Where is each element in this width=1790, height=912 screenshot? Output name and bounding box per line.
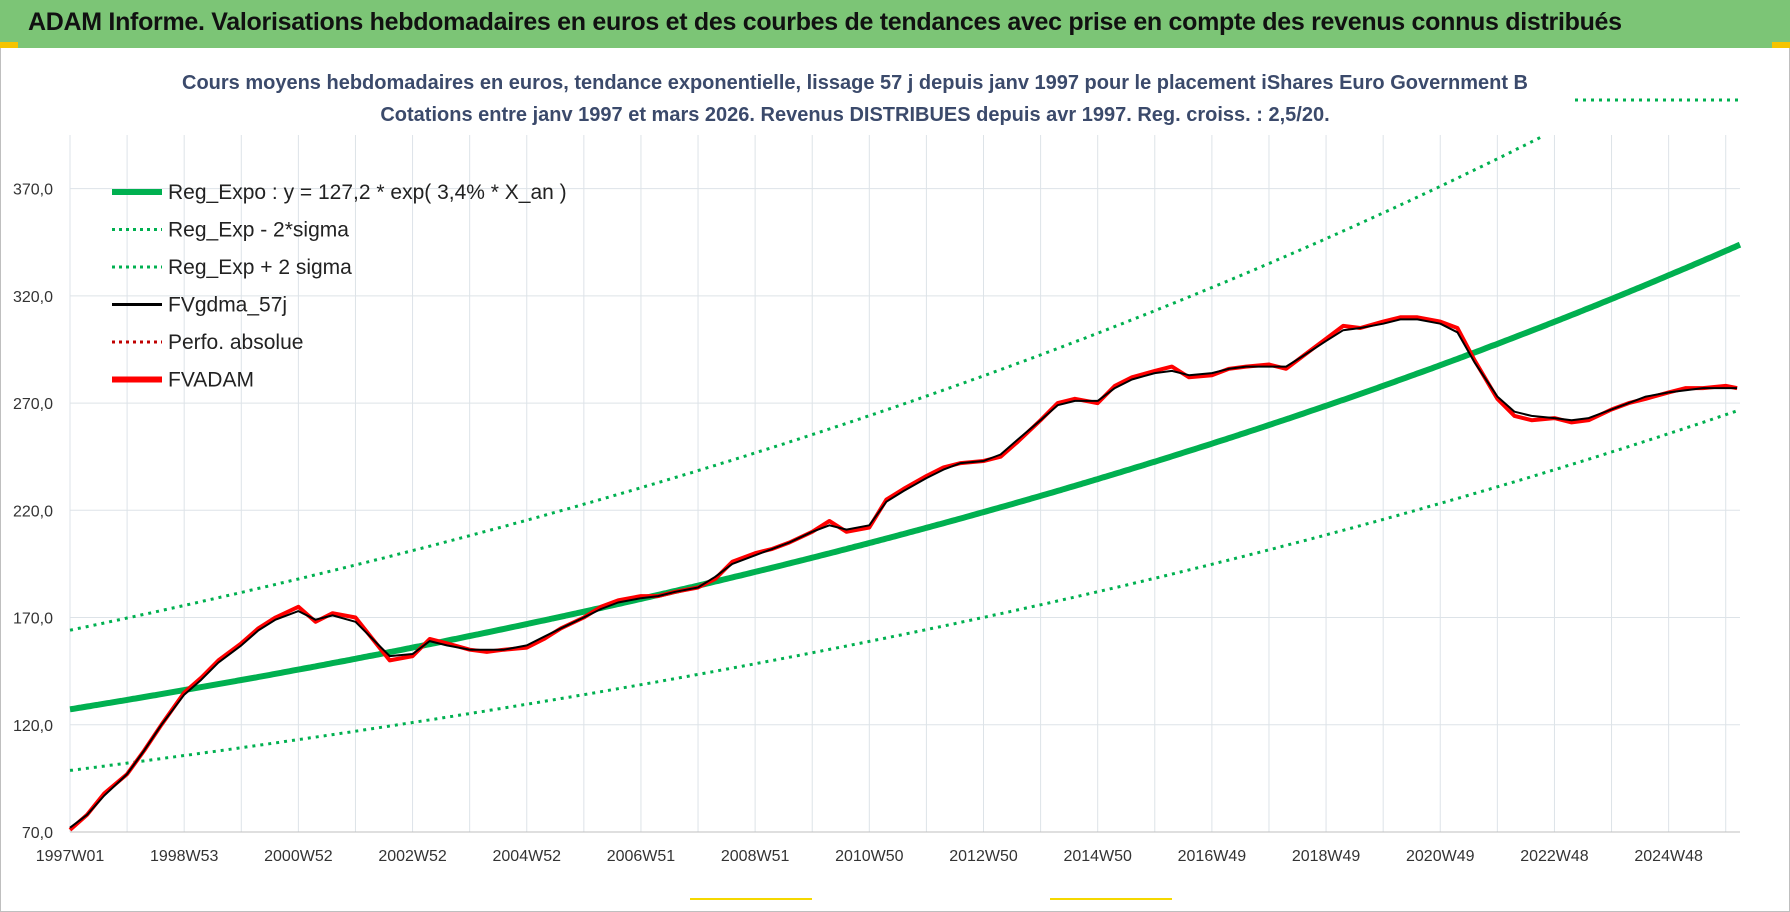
x-tick-label: 2002W52 [378,848,447,865]
y-tick-label: 120,0 [13,718,53,735]
x-tick-label: 2014W50 [1063,848,1132,865]
x-tick-label: 2020W49 [1406,848,1475,865]
legend-label: FVADAM [168,369,254,392]
x-tick-label: 1997W01 [36,848,105,865]
chart-title: Cours moyens hebdomadaires en euros, ten… [182,72,1528,94]
legend-label: Reg_Exp + 2 sigma [168,256,352,279]
x-tick-label: 2004W52 [493,848,562,865]
legend-label: Perfo. absolue [168,331,303,354]
y-tick-label: 370,0 [13,182,53,199]
reg-exp-plus-2sigma-line [69,134,1544,632]
series-line-fvadam [68,315,1738,832]
y-tick-label: 170,0 [13,611,53,628]
plot-lines [68,134,1742,832]
series-line-fvgdma_57j [69,318,1738,829]
y-tick-label: 220,0 [13,503,53,520]
y-tick-label: 320,0 [13,289,53,306]
x-tick-label: 2016W49 [1178,848,1247,865]
x-tick-label: 2012W50 [949,848,1018,865]
reg-exp-minus-2sigma-line [69,408,1741,772]
grid [69,135,1740,833]
chart-subtitle: Cotations entre janv 1997 et mars 2026. … [380,104,1330,126]
reg-expo-line [69,241,1742,713]
y-tick-label: 70,0 [22,825,53,842]
x-tick-label: 2018W49 [1292,848,1361,865]
legend-label: FVgdma_57j [168,294,287,317]
x-tick-label: 2010W50 [835,848,904,865]
corner-marker-left [0,42,18,48]
y-tick-label: 270,0 [13,396,53,413]
x-tick-label: 2008W51 [721,848,790,865]
y-axis: 370,0 320,0 270,0 220,0 170,0 120,0 70,0 [13,182,53,842]
x-tick-label: 1998W53 [150,848,219,865]
banner-title: ADAM Informe. Valorisations hebdomadaire… [28,8,1622,36]
bottom-marker-1 [690,898,812,900]
legend-label: Reg_Exp - 2*sigma [168,219,349,242]
corner-marker-right [1772,42,1790,48]
x-tick-label: 2000W52 [264,848,333,865]
legend-label: Reg_Expo : y = 127,2 * exp( 3,4% * X_an … [168,181,567,204]
report-banner: ADAM Informe. Valorisations hebdomadaire… [0,0,1790,48]
x-tick-label: 2022W48 [1520,848,1589,865]
x-tick-label: 2006W51 [607,848,676,865]
legend: Reg_Expo : y = 127,2 * exp( 3,4% * X_an … [112,181,567,392]
x-axis: 1997W01 1998W53 2000W52 2002W52 2004W52 2006W… [36,848,1703,865]
bottom-marker-2 [1050,898,1172,900]
x-tick-label: 2024W48 [1634,848,1703,865]
